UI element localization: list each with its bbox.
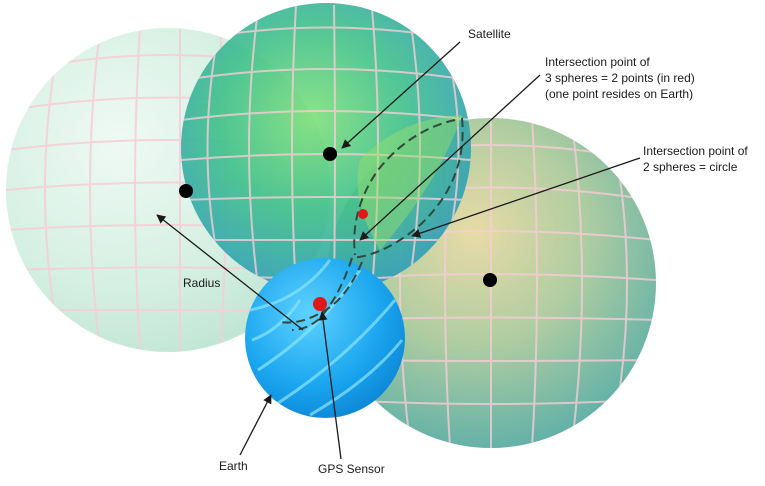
intersection-circles (279, 117, 464, 331)
gps-sensor-label: GPS Sensor (318, 462, 385, 476)
three-sphere-arrow (359, 74, 541, 241)
earth-label: Earth (219, 459, 248, 473)
two-sphere-arrow (411, 157, 641, 238)
radius-arrow (156, 214, 304, 331)
satellite-label: Satellite (468, 27, 511, 41)
three-sphere-label-line2: 3 spheres = 2 points (in red) (545, 71, 695, 85)
earth-arrow (239, 394, 272, 456)
satellite-arrow (341, 41, 461, 149)
gps-sensor-arrow (318, 311, 342, 460)
satellite-dot-left (179, 184, 193, 198)
two-sphere-intersection-lens (357, 115, 462, 250)
three-sphere-label-line3: (one point resides on Earth) (545, 87, 693, 101)
two-sphere-label-line1: Intersection point of (643, 144, 748, 158)
satellite-dot-right (483, 273, 497, 287)
satellite-dot-top (323, 147, 337, 161)
intersection-point-upper (358, 209, 368, 219)
three-sphere-label-line1: Intersection point of (545, 55, 650, 69)
two-sphere-label-line2: 2 spheres = circle (643, 160, 738, 174)
radius-label: Radius (183, 276, 220, 290)
intersection-point-gps (313, 297, 327, 311)
annotation-arrows (156, 41, 641, 460)
